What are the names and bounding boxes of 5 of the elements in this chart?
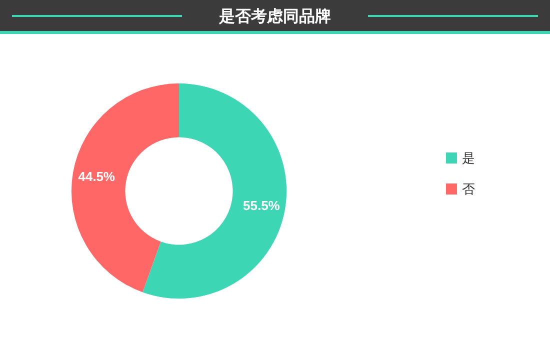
data-label: 55.5% [242, 198, 280, 213]
chart-title: 是否考虑同品牌 [218, 8, 331, 26]
data-label: 44.5% [78, 169, 116, 184]
legend-label: 是 [462, 150, 475, 166]
legend-label: 否 [462, 182, 475, 196]
